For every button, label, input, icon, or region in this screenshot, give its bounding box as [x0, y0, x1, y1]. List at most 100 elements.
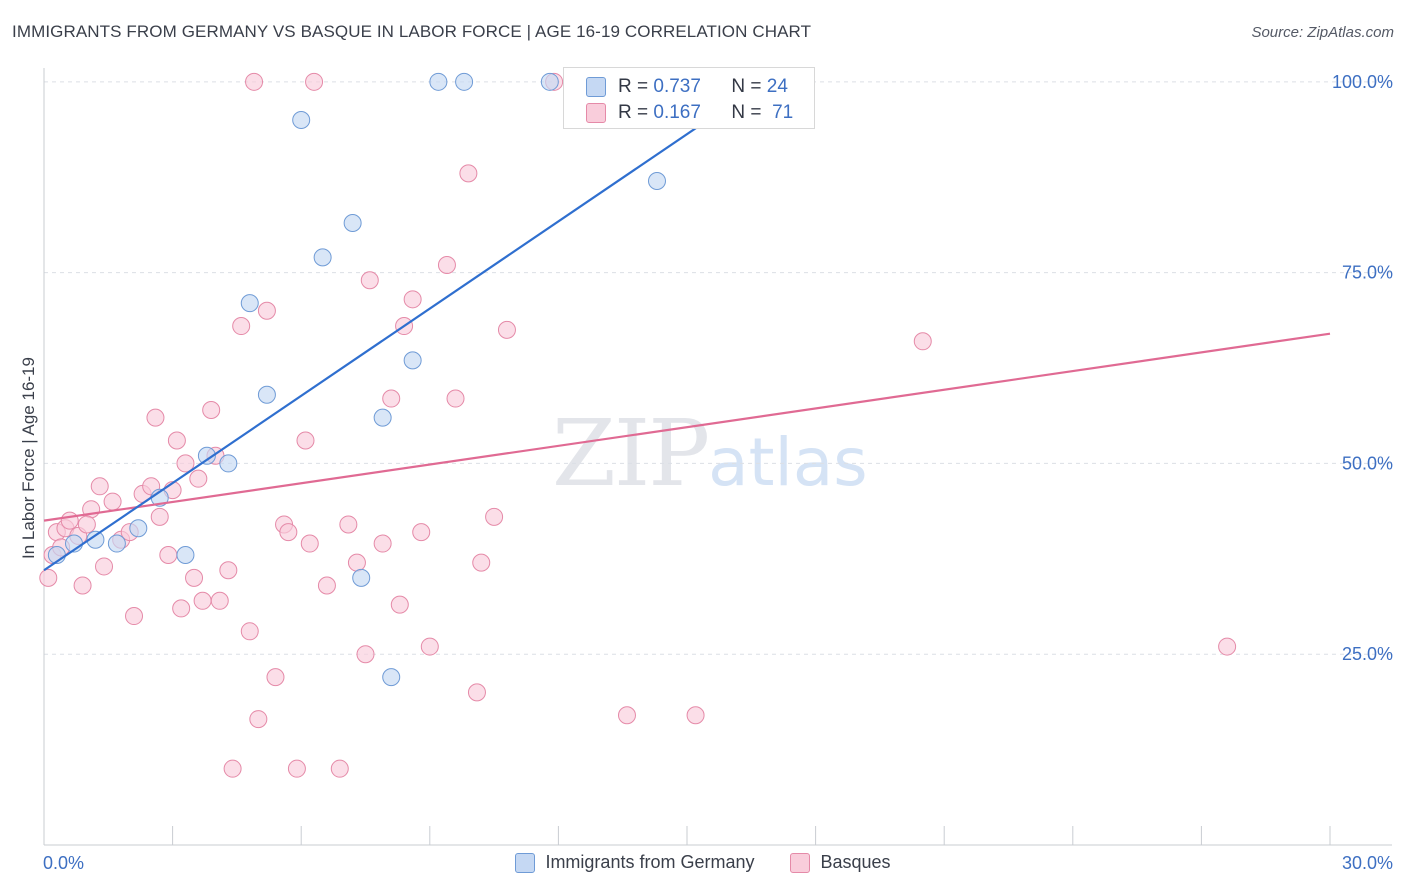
- data-point-basques: [686, 706, 705, 725]
- data-point-basques: [1218, 637, 1237, 656]
- data-point-basques: [437, 255, 456, 274]
- data-point-basques: [232, 317, 251, 336]
- data-point-basques: [257, 301, 276, 320]
- data-point-germany: [429, 72, 448, 91]
- bottom-legend: Immigrants from Germany Basques: [0, 852, 1406, 873]
- r-label: R =: [618, 76, 649, 97]
- data-point-basques: [279, 523, 298, 542]
- data-point-basques: [176, 454, 195, 473]
- data-point-basques: [403, 290, 422, 309]
- source-credit: Source: ZipAtlas.com: [1251, 24, 1394, 41]
- data-point-basques: [240, 622, 259, 641]
- data-point-basques: [317, 576, 336, 595]
- legend-label-basques: Basques: [820, 852, 891, 872]
- data-point-germany: [647, 172, 666, 191]
- y-tick-label: 75.0%: [1342, 263, 1393, 283]
- data-point-basques: [390, 595, 409, 614]
- trendline-basques: [43, 332, 1331, 522]
- data-point-basques: [467, 683, 486, 702]
- data-point-basques: [485, 507, 504, 526]
- data-point-basques: [472, 553, 491, 572]
- data-point-basques: [245, 72, 264, 91]
- data-point-basques: [39, 568, 58, 587]
- n-value-basques: 71: [772, 102, 794, 123]
- data-point-basques: [77, 515, 96, 534]
- data-point-basques: [167, 431, 186, 450]
- data-point-germany: [540, 72, 559, 91]
- data-point-basques: [412, 523, 431, 542]
- data-point-basques: [347, 553, 366, 572]
- data-point-germany: [373, 408, 392, 427]
- data-point-germany: [129, 519, 148, 538]
- data-point-germany: [455, 72, 474, 91]
- watermark: ZIPatlas: [552, 400, 868, 507]
- data-point-basques: [382, 389, 401, 408]
- data-point-basques: [360, 271, 379, 290]
- data-point-germany: [352, 568, 371, 587]
- watermark-atlas: atlas: [708, 424, 868, 501]
- legend-item-basques[interactable]: Basques: [790, 852, 891, 873]
- germany-swatch: [586, 77, 606, 97]
- trendline-germany: [43, 80, 765, 572]
- data-point-germany: [86, 530, 105, 549]
- legend-swatch-germany: [515, 852, 536, 873]
- data-point-basques: [305, 72, 324, 91]
- data-point-basques: [185, 568, 204, 587]
- x-tick-label: 0.0%: [43, 853, 84, 873]
- data-point-germany: [107, 534, 126, 553]
- data-point-basques: [189, 469, 208, 488]
- data-point-basques: [103, 492, 122, 511]
- chart-title: IMMIGRANTS FROM GERMANY VS BASQUE IN LAB…: [12, 22, 812, 41]
- data-point-germany: [382, 668, 401, 687]
- r-value-germany: 0.737: [653, 76, 701, 97]
- data-point-germany: [240, 294, 259, 313]
- data-point-basques: [373, 534, 392, 553]
- data-point-basques: [913, 332, 932, 351]
- data-point-basques: [90, 477, 109, 496]
- r-value-basques: 0.167: [653, 102, 701, 123]
- data-point-basques: [420, 637, 439, 656]
- data-point-basques: [146, 408, 165, 427]
- data-point-basques: [193, 591, 212, 610]
- n-value-germany: 24: [766, 76, 788, 97]
- data-point-basques: [339, 515, 358, 534]
- legend-swatch-basques: [790, 852, 811, 873]
- data-point-basques: [266, 668, 285, 687]
- data-point-basques: [73, 576, 92, 595]
- data-point-basques: [330, 759, 349, 778]
- data-point-germany: [197, 446, 216, 465]
- data-point-germany: [176, 545, 195, 564]
- basques-swatch: [586, 103, 606, 123]
- y-tick-label: 25.0%: [1342, 644, 1393, 664]
- stats-row-basques: R = 0.167 N = 71: [586, 100, 793, 126]
- data-point-basques: [459, 164, 478, 183]
- data-point-basques: [300, 534, 319, 553]
- data-point-germany: [403, 351, 422, 370]
- data-point-basques: [223, 759, 242, 778]
- data-point-basques: [95, 557, 114, 576]
- data-point-basques: [60, 511, 79, 530]
- watermark-zip: ZIP: [552, 400, 710, 507]
- y-axis-title: In Labor Force | Age 16-19: [19, 357, 38, 559]
- x-tick-label: 30.0%: [1342, 853, 1393, 873]
- data-point-basques: [617, 706, 636, 725]
- data-point-basques: [356, 645, 375, 664]
- stats-legend: R = 0.737 N = 24 R = 0.167 N = 71: [563, 67, 815, 129]
- data-point-germany: [313, 248, 332, 267]
- data-point-germany: [343, 214, 362, 233]
- data-point-basques: [210, 591, 229, 610]
- stats-row-germany: R = 0.737 N = 24: [586, 74, 788, 100]
- data-point-basques: [219, 561, 238, 580]
- data-point-basques: [202, 400, 221, 419]
- data-point-germany: [219, 454, 238, 473]
- data-point-basques: [172, 599, 191, 618]
- data-point-basques: [497, 320, 516, 339]
- legend-item-germany[interactable]: Immigrants from Germany: [515, 852, 754, 873]
- data-point-basques: [159, 545, 178, 564]
- y-tick-label: 50.0%: [1342, 453, 1393, 473]
- data-point-basques: [125, 607, 144, 626]
- data-point-basques: [287, 759, 306, 778]
- data-point-germany: [257, 385, 276, 404]
- r-label: R =: [618, 102, 649, 123]
